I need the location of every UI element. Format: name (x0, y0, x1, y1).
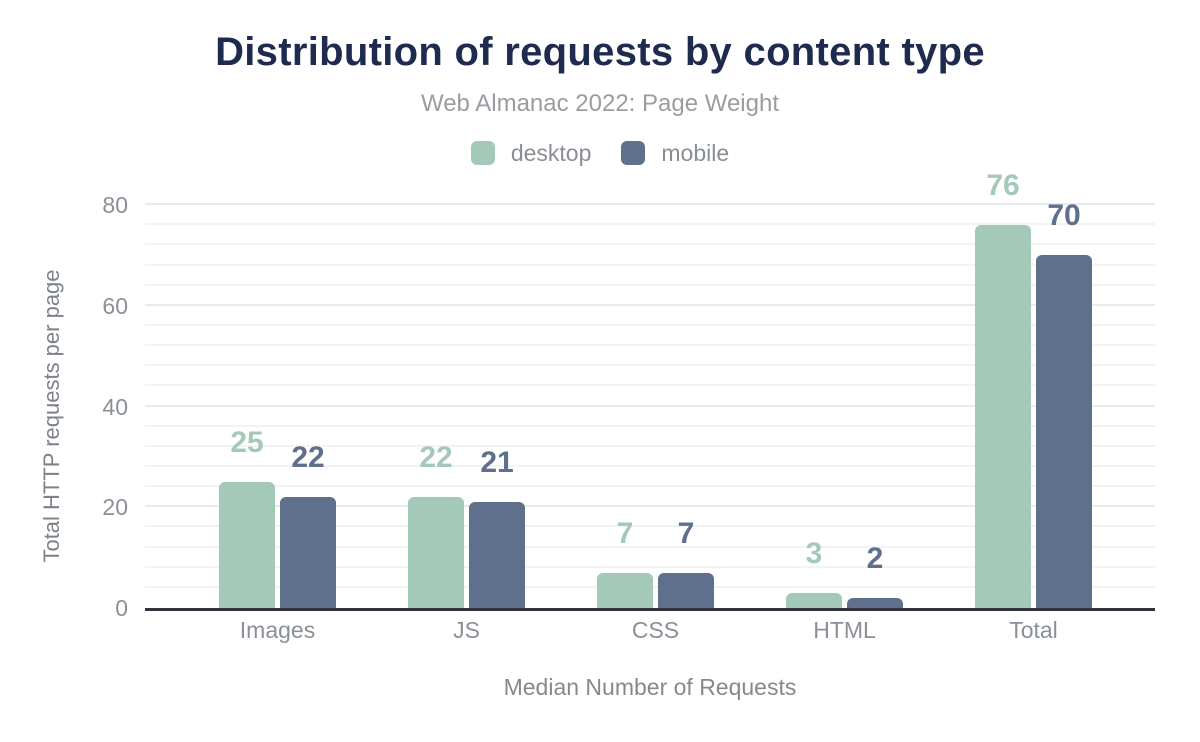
minor-gridline (145, 525, 1155, 528)
bar-mobile-total[interactable] (1036, 255, 1092, 608)
bar-value-label: 3 (805, 536, 823, 570)
y-axis-tick-labels: 0 20 40 60 80 (0, 190, 128, 621)
x-tick-label-total: Total (1009, 617, 1058, 643)
bar-value-label: 22 (291, 441, 325, 475)
legend-label: desktop (510, 139, 592, 166)
bar-value-label: 70 (1047, 199, 1081, 233)
bar-mobile-js[interactable] (469, 502, 525, 608)
bar-value-label: 7 (677, 516, 695, 550)
x-axis-title: Median Number of Requests (503, 674, 797, 700)
minor-gridline (145, 223, 1155, 226)
bar-desktop-html[interactable] (786, 592, 842, 608)
bar-group-images: 25 22 (219, 190, 336, 608)
minor-gridline (145, 243, 1155, 246)
legend-label: mobile (661, 139, 730, 166)
legend-item-mobile[interactable]: mobile (621, 140, 729, 167)
y-tick-label: 0 (115, 595, 128, 621)
y-tick-label: 20 (102, 494, 128, 521)
minor-gridline (145, 444, 1155, 447)
bar-mobile-images[interactable] (280, 497, 336, 608)
bar-value-label: 21 (480, 446, 514, 480)
x-tick-label-html: HTML (813, 617, 876, 643)
bar-desktop-images[interactable] (219, 482, 275, 608)
minor-gridline (145, 344, 1155, 347)
bar-value-label: 76 (986, 169, 1020, 203)
minor-gridline (145, 384, 1155, 387)
legend-swatch-icon (470, 141, 495, 165)
minor-gridline (145, 545, 1155, 548)
x-tick-label-css: CSS (631, 617, 680, 643)
bar-value-label: 25 (230, 426, 264, 460)
minor-gridline (145, 565, 1155, 568)
bar-value-label: 2 (866, 541, 884, 575)
major-gridline (145, 203, 1155, 206)
chart-title: Distribution of requests by content type (215, 30, 985, 74)
major-gridline (145, 404, 1155, 407)
x-tick-label-js: JS (453, 617, 480, 643)
x-tick-label-images: Images (239, 617, 316, 643)
minor-gridline (145, 323, 1155, 326)
minor-gridline (145, 465, 1155, 467)
plot-area: 25 22 22 21 7 7 3 2 76 70 (145, 171, 1155, 611)
minor-gridline (145, 263, 1155, 266)
legend: desktop mobile (0, 140, 1200, 166)
bar-desktop-css[interactable] (597, 572, 653, 608)
bar-value-label: 22 (419, 441, 453, 475)
bar-group-total: 76 70 (975, 171, 1092, 608)
minor-gridline (145, 424, 1155, 427)
bar-mobile-html[interactable] (847, 597, 903, 608)
bar-mobile-css[interactable] (658, 572, 714, 608)
bar-value-label: 7 (616, 516, 634, 550)
y-tick-label: 80 (102, 192, 128, 219)
major-gridline (145, 303, 1155, 306)
chart-subtitle: Web Almanac 2022: Page Weight (420, 90, 779, 117)
y-tick-label: 60 (102, 292, 128, 319)
legend-item-desktop[interactable]: desktop (470, 139, 592, 167)
major-gridline (145, 505, 1155, 508)
minor-gridline (145, 485, 1155, 488)
minor-gridline (145, 364, 1155, 367)
y-tick-label: 40 (102, 393, 128, 420)
minor-gridline (145, 283, 1155, 286)
legend-swatch-icon (621, 141, 646, 165)
bar-desktop-total[interactable] (975, 225, 1031, 608)
bar-group-js: 22 21 (408, 190, 525, 608)
bar-desktop-js[interactable] (408, 497, 464, 608)
